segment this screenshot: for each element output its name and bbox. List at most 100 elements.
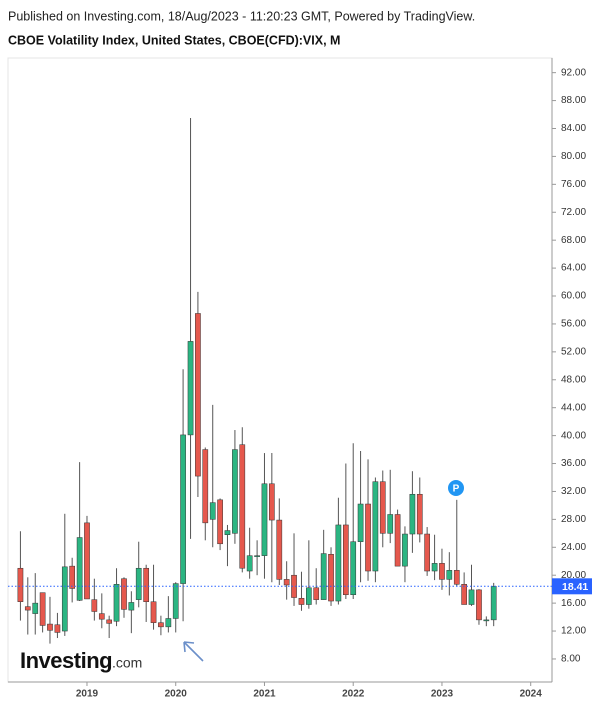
candle-body (246, 555, 253, 572)
candle-body (232, 449, 238, 534)
candle-body (69, 565, 76, 589)
candle-body (283, 579, 290, 586)
candle-body (261, 483, 268, 556)
candle-body (461, 584, 467, 605)
candle-body (320, 553, 327, 600)
candle-body (180, 434, 186, 584)
candle-body (468, 589, 475, 605)
y-tick-label: 20.00 (561, 570, 586, 581)
candle-body (431, 563, 438, 572)
candle-body (402, 533, 408, 567)
candle-body (254, 555, 260, 557)
badge-label: P (453, 484, 460, 495)
y-tick-label: 80.00 (561, 151, 586, 162)
candle-body (276, 519, 283, 580)
candle-body (172, 583, 179, 619)
candle-body (379, 481, 386, 534)
candle-body (446, 570, 453, 580)
candle-body (217, 499, 223, 545)
candle-body (128, 602, 135, 611)
candle-body (54, 624, 61, 633)
candle-body (202, 449, 209, 524)
candle-body (209, 502, 216, 520)
candle-body (76, 537, 83, 601)
candle-body (490, 586, 497, 621)
candle-body (239, 444, 246, 569)
y-tick-label: 44.00 (561, 402, 586, 413)
y-tick-label: 36.00 (561, 458, 586, 469)
badge[interactable] (448, 480, 464, 496)
candle-body (61, 566, 68, 632)
candle-body (291, 574, 297, 598)
y-tick-label: 64.00 (561, 263, 586, 274)
candle-body (372, 481, 379, 572)
x-tick-label: 2021 (253, 689, 276, 700)
candle-body (335, 524, 342, 602)
x-tick-label: 2019 (76, 689, 99, 700)
candle-body (439, 563, 445, 580)
y-tick-label: 84.00 (561, 123, 586, 134)
candle-body (365, 503, 371, 572)
candle-body (409, 493, 416, 535)
y-tick-label: 68.00 (561, 235, 586, 246)
candle-body (143, 567, 150, 602)
y-tick-label: 40.00 (561, 430, 586, 441)
candle-body (416, 493, 423, 535)
y-tick-label: 92.00 (561, 67, 586, 78)
candle-body (476, 589, 482, 621)
candle-body (394, 514, 401, 567)
last-price-label: 18.41 (562, 581, 588, 593)
candle-body (453, 570, 460, 585)
y-tick-label: 60.00 (561, 291, 586, 302)
x-tick-label: 2022 (342, 689, 365, 700)
candle-body (165, 618, 172, 628)
candle-body (224, 530, 231, 535)
y-tick-label: 56.00 (561, 319, 586, 330)
logo-suffix: .com (112, 655, 142, 671)
y-tick-label: 52.00 (561, 346, 586, 357)
candle-body (24, 606, 31, 611)
y-tick-label: 48.00 (561, 374, 586, 385)
candle-body (135, 567, 142, 600)
candle-body (424, 533, 430, 572)
y-tick-label: 28.00 (561, 514, 586, 525)
candle-body (32, 602, 39, 614)
candle-body (121, 578, 127, 610)
candle-body (150, 601, 157, 623)
x-tick-label: 2023 (431, 689, 454, 700)
y-tick-label: 88.00 (561, 95, 586, 106)
x-tick-label: 2024 (520, 689, 543, 700)
chart-title: CBOE Volatility Index, United States, CB… (8, 33, 340, 47)
y-tick-label: 76.00 (561, 179, 586, 190)
candle-body (343, 524, 349, 596)
candle-body (113, 584, 120, 622)
candle-body (39, 592, 46, 626)
y-tick-label: 72.00 (561, 207, 586, 218)
candle-body (268, 483, 275, 521)
candle-body (387, 514, 394, 534)
candle-body (298, 597, 305, 605)
candle-body (98, 613, 105, 620)
candle-body (313, 587, 320, 600)
published: Published on Investing.com, 18/Aug/2023 … (8, 9, 475, 23)
y-tick-label: 32.00 (561, 486, 586, 497)
candle-body (328, 554, 334, 602)
candle-body (91, 599, 98, 612)
candle-body (357, 503, 364, 542)
candle-body (158, 622, 164, 628)
y-tick-label: 24.00 (561, 542, 586, 553)
candle-body (195, 313, 201, 477)
arrow (183, 641, 204, 662)
candle-body (187, 341, 194, 436)
candle-body (306, 587, 312, 605)
y-tick-label: 16.00 (561, 598, 586, 609)
candle-body (350, 541, 357, 596)
candle-body (483, 619, 490, 622)
candle-body (84, 522, 90, 600)
y-tick-label: 8.00 (561, 654, 581, 665)
candle-body (47, 623, 53, 631)
y-tick-label: 12.00 (561, 626, 586, 637)
candle-body (17, 567, 24, 602)
